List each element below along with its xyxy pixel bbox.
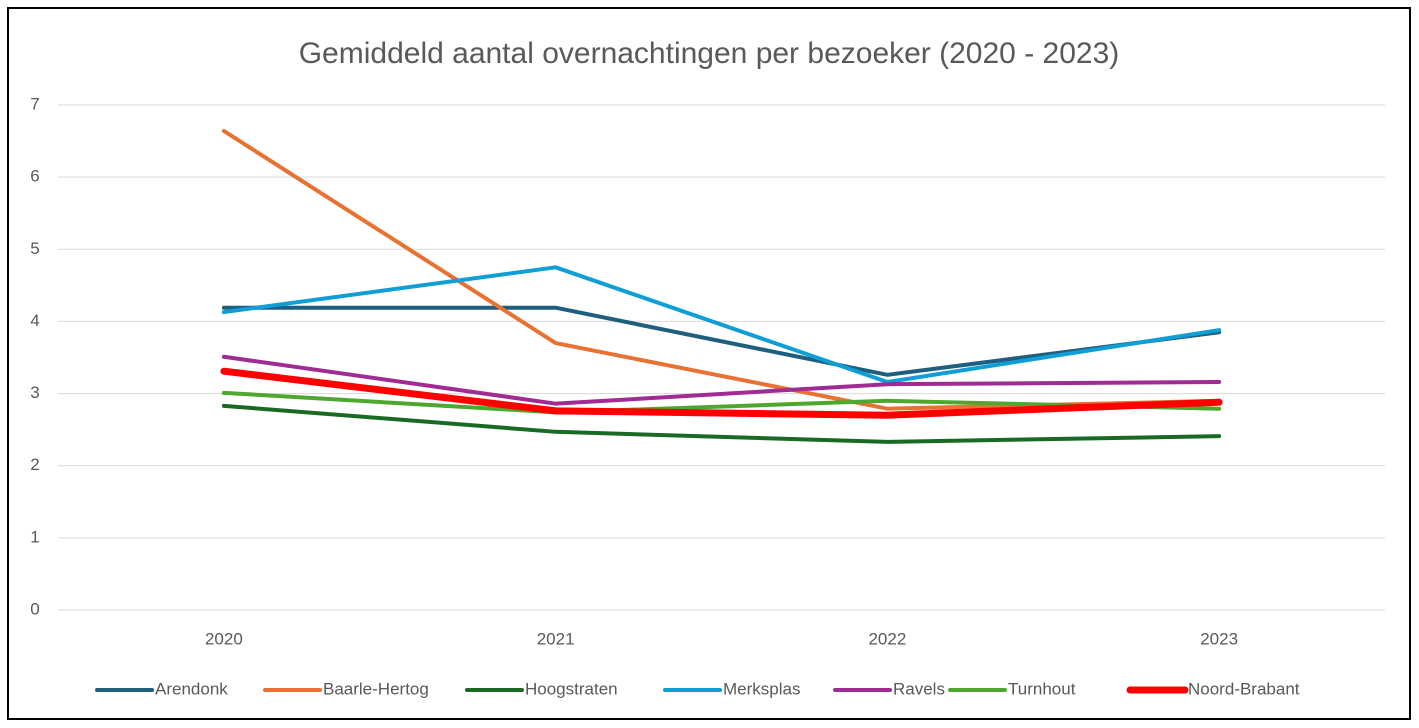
y-tick-label: 1 (30, 527, 39, 546)
legend-label: Hoogstraten (525, 679, 618, 698)
x-tick-label: 2021 (537, 629, 575, 648)
chart-title: Gemiddeld aantal overnachtingen per bezo… (299, 37, 1120, 70)
y-tick-label: 4 (30, 311, 39, 330)
chart-frame (7, 7, 1411, 720)
series-line (221, 354, 1222, 406)
x-tick-label: 2023 (1200, 629, 1238, 648)
y-tick-label: 5 (30, 239, 39, 258)
legend-label: Turnhout (1008, 679, 1076, 698)
legend-label: Baarle-Hertog (323, 679, 429, 698)
legend-label: Arendonk (155, 679, 228, 698)
series-line (221, 403, 1222, 444)
legend-label: Ravels (893, 679, 945, 698)
y-tick-label: 3 (30, 383, 39, 402)
legend-label: Merksplas (723, 679, 800, 698)
y-tick-label: 7 (30, 94, 39, 113)
legend-label: Noord-Brabant (1188, 679, 1300, 698)
series-line (221, 265, 1222, 385)
x-tick-label: 2022 (868, 629, 906, 648)
x-tick-label: 2020 (205, 629, 243, 648)
y-tick-label: 0 (30, 599, 39, 618)
y-tick-label: 2 (30, 455, 39, 474)
series-line (221, 390, 1222, 415)
series-line (221, 305, 1222, 377)
y-tick-label: 6 (30, 167, 39, 186)
series-line (220, 367, 1223, 419)
